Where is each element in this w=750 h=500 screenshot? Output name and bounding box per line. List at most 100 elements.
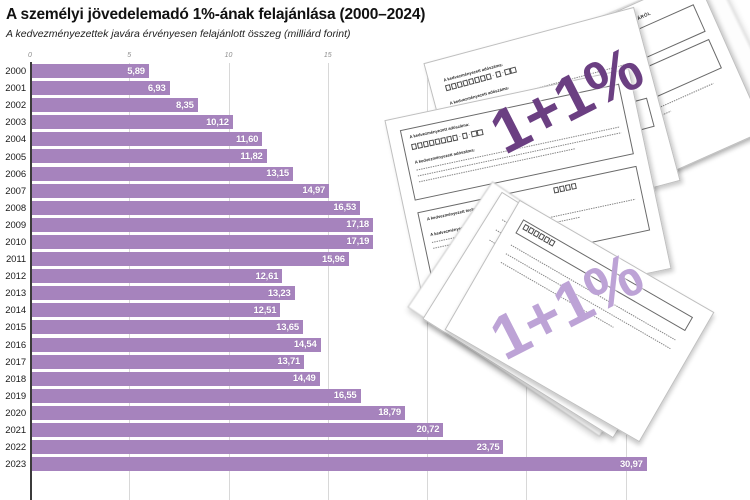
bar: 10,12 <box>32 115 233 130</box>
bar-value-label: 11,60 <box>236 133 259 145</box>
bar-row: 2017 13,71 <box>0 354 750 371</box>
bar-row: 2011 15,96 <box>0 251 750 268</box>
bar-row: 2005 11,82 <box>0 148 750 165</box>
bar: 5,89 <box>32 64 149 78</box>
bar-container: 8,35 <box>32 98 198 113</box>
bar-category-label: 2021 <box>5 425 26 437</box>
bar-row: 2008 16,53 <box>0 200 750 217</box>
bar-container: 14,97 <box>32 183 330 198</box>
bar-category-label: 2000 <box>5 66 26 78</box>
bar-category-label: 2023 <box>5 459 26 471</box>
bar: 12,51 <box>32 303 281 318</box>
bar: 12,61 <box>32 269 283 284</box>
bar-container: 16,55 <box>32 388 361 403</box>
bar-container: 23,75 <box>32 440 504 455</box>
bar-category-label: 2018 <box>5 373 26 385</box>
gridline <box>327 63 329 500</box>
bar-container: 6,93 <box>32 81 170 96</box>
bar-category-label: 2017 <box>5 356 26 368</box>
bar-value-label: 14,97 <box>302 185 326 197</box>
bar-value-label: 10,12 <box>206 116 229 128</box>
bar-value-label: 14,54 <box>293 339 317 350</box>
bar-container: 16,53 <box>32 200 361 215</box>
bar-value-label: 5,89 <box>127 65 145 77</box>
bar-container: 10,12 <box>32 115 233 130</box>
bar-row: 2022 23,75 <box>0 439 750 456</box>
bar-value-label: 16,55 <box>333 390 357 402</box>
bar-row: 2007 14,97 <box>0 183 750 200</box>
bar-category-label: 2010 <box>5 236 26 248</box>
bar-value-label: 8,35 <box>176 99 194 111</box>
bar-value-label: 23,75 <box>476 441 500 453</box>
bar: 17,18 <box>32 217 374 232</box>
bar: 15,96 <box>32 252 349 267</box>
bar-container: 13,71 <box>32 354 305 369</box>
bar-value-label: 12,51 <box>253 304 277 316</box>
bar-row: 2010 17,19 <box>0 234 750 251</box>
bar-value-label: 30,97 <box>619 458 643 470</box>
bar-container: 11,60 <box>32 132 263 147</box>
bar-row: 2001 6,93 <box>0 80 750 97</box>
bar-row: 2003 10,12 <box>0 114 750 131</box>
bar-value-label: 16,53 <box>333 202 357 214</box>
bar-category-label: 2007 <box>5 185 26 197</box>
bar: 13,23 <box>32 286 295 301</box>
bar-value-label: 13,15 <box>266 168 290 180</box>
bar: 13,15 <box>32 166 294 181</box>
bar-value-label: 11,82 <box>240 150 263 162</box>
bar-value-label: 13,23 <box>267 287 291 299</box>
bar-container: 5,89 <box>32 64 149 78</box>
bar: 11,82 <box>32 149 267 164</box>
bar: 30,97 <box>32 457 647 472</box>
bar-category-label: 2005 <box>5 151 26 163</box>
bar: 8,35 <box>32 98 198 113</box>
bar-value-label: 13,65 <box>276 321 299 333</box>
bar-category-label: 2013 <box>5 288 26 300</box>
bar-value-label: 18,79 <box>378 407 401 419</box>
bar: 14,49 <box>32 371 320 386</box>
bar-row: 2006 13,15 <box>0 166 750 183</box>
chart-subtitle: A kedvezményezettek javára érvényesen fe… <box>6 27 351 40</box>
bar-category-label: 2001 <box>5 83 26 95</box>
bar-category-label: 2004 <box>5 134 26 146</box>
bar: 16,55 <box>32 388 361 403</box>
bar-row: 2000 5,89 <box>0 63 750 80</box>
bar: 14,54 <box>32 337 321 352</box>
bar-row: 2012 12,61 <box>0 268 750 285</box>
bar: 20,72 <box>32 422 444 437</box>
bar-category-label: 2009 <box>5 219 26 231</box>
bar-value-label: 17,18 <box>346 219 370 231</box>
bar-container: 20,72 <box>32 422 444 437</box>
bar-category-label: 2003 <box>5 117 26 129</box>
bar-container: 13,23 <box>32 286 295 301</box>
bar-category-label: 2006 <box>5 168 26 180</box>
bar-container: 18,79 <box>32 405 405 420</box>
bar-category-label: 2012 <box>5 271 26 283</box>
bar-value-label: 14,49 <box>292 373 316 385</box>
bar-category-label: 2016 <box>5 339 26 351</box>
page-title: A személyi jövedelemadó 1%-ának felajánl… <box>6 6 426 23</box>
bar-row: 2009 17,18 <box>0 217 750 234</box>
bar-row: 2015 13,65 <box>0 319 750 336</box>
bar-category-label: 2002 <box>5 100 26 112</box>
bar-row: 2016 14,54 <box>0 337 750 354</box>
bar: 14,97 <box>32 183 330 198</box>
bar-value-label: 20,72 <box>416 424 440 436</box>
bar-container: 17,19 <box>32 234 374 249</box>
bar-container: 30,97 <box>32 457 647 472</box>
x-tick-label: 5 <box>127 52 132 59</box>
bar-rows: 2000 5,89 2001 6,93 2002 8,35 2003 10,12 2004 11,… <box>0 63 750 473</box>
bar-container: 14,54 <box>32 337 321 352</box>
bar-category-label: 2008 <box>5 202 26 214</box>
bar: 13,71 <box>32 354 305 369</box>
bar-value-label: 12,61 <box>255 270 279 282</box>
bar-container: 13,65 <box>32 320 303 335</box>
bar-row: 2002 8,35 <box>0 97 750 114</box>
x-tick-label: 0 <box>28 52 32 59</box>
x-tick-label: 15 <box>323 52 332 59</box>
chart-header: A személyi jövedelemadó 1%-ának felajánl… <box>6 6 446 40</box>
bar-value-label: 13,71 <box>277 356 301 368</box>
bar-container: 11,82 <box>32 149 267 164</box>
bar-row: 2018 14,49 <box>0 371 750 388</box>
